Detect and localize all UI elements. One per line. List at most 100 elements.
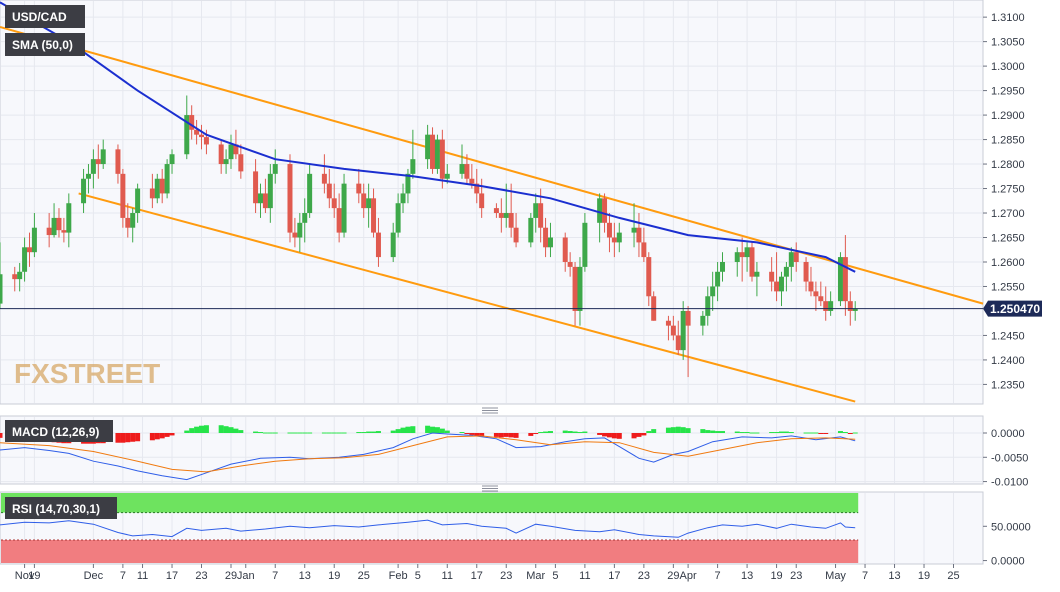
candle [616, 222, 622, 253]
price-y-tick-label: 1.2550 [991, 281, 1025, 293]
candle-body [321, 173, 327, 184]
rsi-label: RSI (14,70,30,1) [5, 497, 117, 519]
candle-body [434, 139, 440, 169]
candle-body [115, 149, 121, 174]
macd-histogram-bar [493, 433, 499, 437]
candle [562, 232, 568, 272]
candle [66, 193, 72, 248]
candle [292, 217, 298, 248]
candle-body [257, 193, 263, 204]
price-y-tick-label: 1.3100 [991, 12, 1025, 24]
candle [321, 154, 327, 194]
macd-histogram-bar [823, 433, 829, 434]
candle-body [100, 149, 106, 165]
rsi-y-tick-label: 50.0000 [991, 521, 1031, 533]
candle [22, 237, 28, 282]
candle [90, 149, 96, 189]
macd-histogram-bar [754, 432, 760, 434]
candle-body [665, 320, 671, 326]
candle-body [498, 213, 504, 218]
candle-body [528, 217, 534, 243]
macd-histogram-bar [444, 430, 450, 433]
macd-histogram-bar [852, 432, 858, 434]
candle [675, 320, 681, 356]
macd-histogram-bar [705, 430, 711, 433]
candle-body [744, 247, 750, 258]
candle [51, 203, 57, 238]
candle [164, 159, 170, 199]
candle-body [233, 144, 239, 155]
candle-body [813, 291, 819, 297]
candle-body [700, 315, 706, 326]
panel-resize-handle-macd[interactable] [482, 407, 498, 414]
x-tick-label: 17 [166, 570, 178, 582]
candle-body [803, 261, 809, 282]
candle-body [130, 213, 136, 228]
candle-body [356, 183, 362, 194]
price-y-tick-label: 1.2650 [991, 233, 1025, 245]
candle-body [154, 178, 160, 199]
candle [253, 159, 259, 214]
candle [356, 168, 362, 204]
candle-body [543, 227, 549, 248]
candle-body [46, 227, 52, 236]
price-y-tick-label: 1.2450 [991, 330, 1025, 342]
macd-histogram-bar [837, 431, 843, 433]
candle [361, 183, 367, 218]
candle [184, 95, 190, 160]
candle-body [577, 266, 583, 311]
price-y-tick-label: 1.2700 [991, 208, 1025, 220]
macd-histogram-bar [670, 427, 676, 433]
candle [597, 193, 603, 243]
candle-body [754, 271, 760, 277]
candle [238, 144, 244, 179]
candle-body [390, 232, 396, 258]
panel-resize-handle-rsi[interactable] [482, 485, 498, 492]
candle-body [169, 154, 175, 165]
x-tick-label: 11 [579, 570, 590, 582]
macd-histogram-bar [257, 432, 263, 434]
candle-body [793, 252, 799, 262]
candle [577, 257, 583, 326]
x-tick-label: 19 [918, 570, 930, 582]
candle [715, 261, 721, 302]
candle-body [184, 115, 190, 155]
macd-histogram-bar [262, 432, 268, 434]
macd-histogram-bar [597, 433, 603, 435]
candle [744, 242, 750, 272]
candle-body [479, 193, 485, 209]
candle-body [425, 134, 431, 160]
candle-body [85, 173, 91, 179]
macd-histogram-bar [336, 432, 342, 434]
candle-body [375, 232, 381, 258]
candle-body [715, 271, 721, 287]
macd-histogram-bar [498, 433, 504, 438]
candle-body [203, 137, 209, 145]
candle [159, 168, 165, 204]
candle-body [474, 183, 480, 194]
macd-histogram-bar [803, 432, 809, 434]
channel-lower-line [78, 192, 856, 403]
candle [228, 134, 234, 169]
macd-histogram-bar [361, 432, 367, 434]
macd-signal-line [0, 435, 856, 473]
candle [680, 301, 686, 360]
candle [778, 271, 784, 307]
channel-lines [0, 25, 984, 403]
macd-histogram-bar [307, 432, 313, 434]
x-tick-label: Feb [389, 570, 408, 582]
last-price-tag: 1.250470 [983, 300, 1042, 317]
macd-histogram-bar [528, 433, 534, 436]
candle-body [302, 213, 308, 223]
candle-body [135, 188, 141, 214]
candle-body [685, 310, 691, 326]
price-y-tick-label: 1.2750 [991, 184, 1025, 196]
macd-histogram-bar [778, 431, 784, 433]
sma-label-text: SMA (50,0) [12, 38, 73, 52]
price-y-tick-label: 1.2350 [991, 379, 1025, 391]
x-tick-label: 5 [415, 570, 421, 582]
macd-histogram-bar [164, 433, 170, 437]
candle-body [705, 296, 711, 316]
candle-body [199, 134, 205, 138]
